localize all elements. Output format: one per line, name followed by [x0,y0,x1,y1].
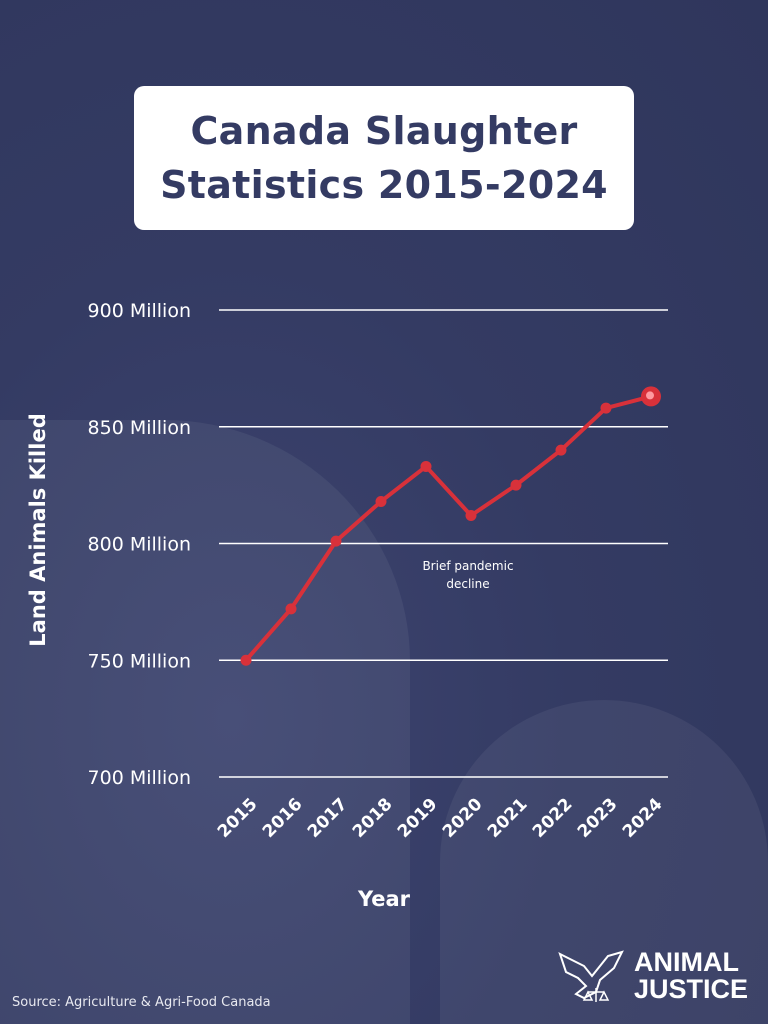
title-line-1: Canada Slaughter [190,109,578,153]
chicken-silhouette [440,700,768,1024]
series-line [244,394,652,662]
x-tick-label: 2016 [259,794,307,842]
data-point [510,479,522,491]
x-tick-label: 2019 [394,794,442,842]
logo-line-1: ANIMAL [634,947,739,977]
y-tick-label: 750 Million [88,650,191,672]
y-axis-label: Land Animals Killed [26,413,50,646]
title-line-2: Statistics 2015-2024 [160,163,608,207]
x-tick-label: 2024 [619,794,667,842]
annotation-line-2: decline [446,577,489,591]
x-tick-label: 2021 [484,794,532,842]
data-point [465,509,477,521]
data-point [555,444,567,456]
y-tick-label: 850 Million [88,417,191,439]
data-point [285,603,297,615]
x-tick-label: 2020 [439,794,487,842]
data-point [375,495,387,507]
x-tick-label: 2018 [349,794,397,842]
annotation-line-1: Brief pandemic [422,559,513,573]
data-point [330,535,342,547]
data-point [600,402,612,414]
x-tick-label: 2017 [304,794,352,842]
logo-line-2: JUSTICE [634,974,749,1004]
y-tick-label: 700 Million [88,767,191,789]
y-tick-label: 800 Million [88,534,191,556]
data-point-highlight [646,391,654,400]
x-tick-label: 2023 [574,794,622,842]
data-point [420,460,432,472]
source-note: Source: Agriculture & Agri-Food Canada [12,995,271,1010]
title-box: Canada Slaughter Statistics 2015-2024 [134,86,634,230]
data-point [240,654,252,666]
cow-silhouette [0,420,410,1024]
x-tick-label: 2022 [529,794,577,842]
y-tick-label: 900 Million [88,300,191,322]
x-axis-label: Year [357,887,411,911]
animal-justice-logo: ANIMAL JUSTICE [556,948,748,1004]
dove-scales-icon [558,950,624,1002]
x-tick-label: 2015 [214,794,262,842]
